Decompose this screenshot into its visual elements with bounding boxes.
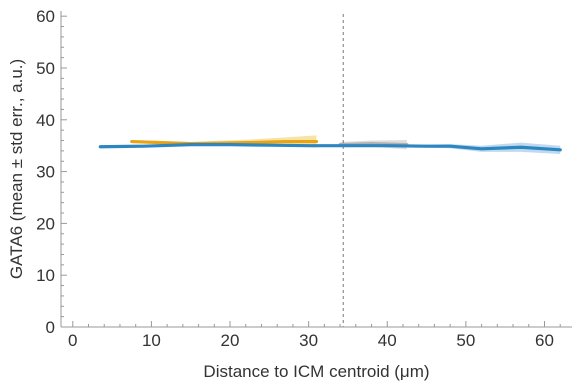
axes — [60, 11, 572, 328]
x-tick-label: 40 — [378, 331, 397, 350]
x-ticks: 0 10 20 30 40 50 60 — [68, 321, 561, 350]
y-ticks: 0 10 20 30 40 50 60 — [36, 7, 67, 337]
series-1-line — [130, 139, 319, 146]
y-tick-label: 30 — [36, 163, 55, 182]
y-tick-label: 20 — [36, 214, 55, 233]
y-tick-label: 0 — [46, 318, 55, 337]
series-3-line — [98, 143, 562, 152]
y-tick-label: 10 — [36, 266, 55, 285]
x-tick-label: 30 — [299, 331, 318, 350]
series-lines — [98, 139, 562, 152]
y-axis-title: GATA6 (mean ± std err., a.u.) — [7, 59, 26, 279]
x-tick-label: 50 — [456, 331, 475, 350]
x-tick-label: 0 — [68, 331, 77, 350]
y-tick-label: 40 — [36, 111, 55, 130]
x-axis-title: Distance to ICM centroid (μm) — [203, 362, 429, 381]
x-tick-label: 10 — [142, 331, 161, 350]
y-tick-label: 60 — [36, 7, 55, 26]
y-tick-label: 50 — [36, 59, 55, 78]
x-tick-label: 20 — [221, 331, 240, 350]
x-tick-label: 60 — [535, 331, 554, 350]
